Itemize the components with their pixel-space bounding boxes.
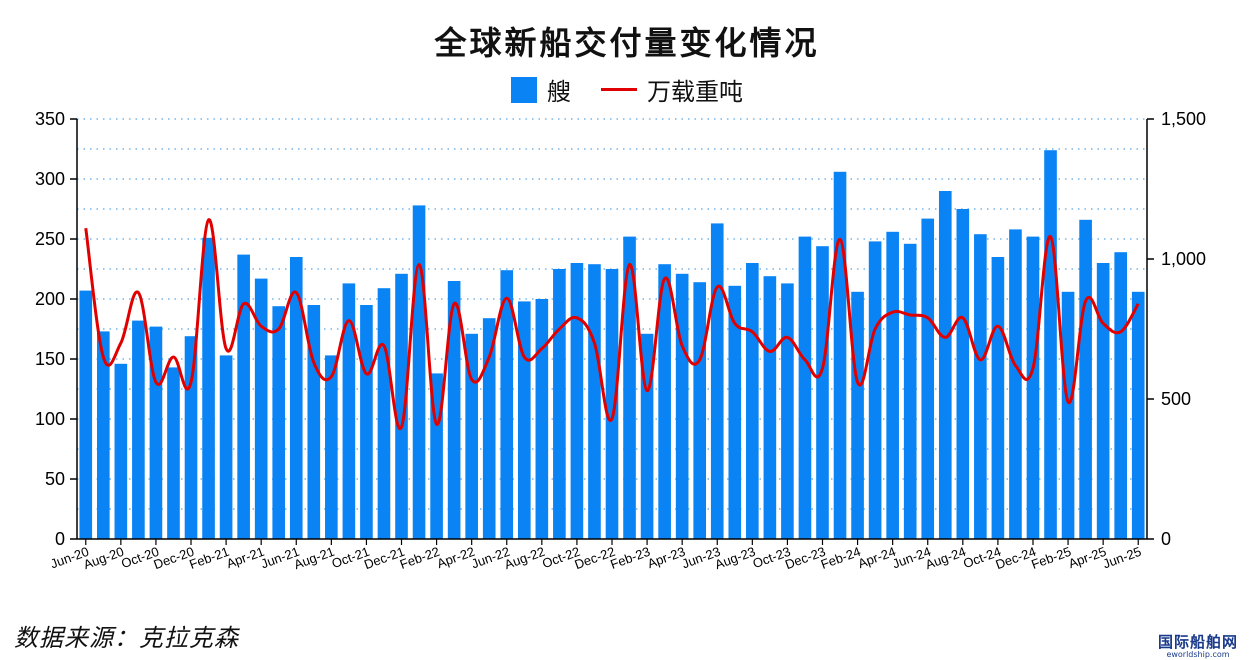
legend-bar-label: 艘 xyxy=(547,78,571,106)
bar xyxy=(360,305,373,539)
y-left-tick-label: 350 xyxy=(35,109,65,129)
bar-series xyxy=(79,150,1145,540)
bar xyxy=(886,231,899,540)
bar xyxy=(868,241,882,539)
bar xyxy=(325,355,338,539)
bar xyxy=(500,270,514,539)
bar xyxy=(553,269,566,539)
chart-plot: 0 50 100 150 200 250 300 350 0 500 1,000 1,500 Jun-2… xyxy=(35,109,1206,572)
y-left-tick-label: 50 xyxy=(45,469,65,489)
bar xyxy=(79,290,93,539)
bar xyxy=(675,273,689,539)
y-right-tick-label: 500 xyxy=(1161,389,1191,409)
y-right-tick-label: 0 xyxy=(1161,529,1171,549)
bar xyxy=(833,171,847,540)
y-left-tick-label: 100 xyxy=(35,409,65,429)
bar xyxy=(956,209,970,539)
legend-bar-swatch xyxy=(511,76,537,103)
watermark-logo: 国际船舶网 eworldship.com xyxy=(1150,634,1246,659)
bar xyxy=(132,320,145,539)
bar xyxy=(693,282,707,539)
y-left-tick-label: 0 xyxy=(55,529,65,549)
bar xyxy=(728,285,742,539)
source-note: 数据来源：克拉克森 xyxy=(14,624,239,652)
watermark-main-text: 国际船舶网 xyxy=(1157,633,1238,651)
legend-line-label: 万载重吨 xyxy=(647,78,743,106)
bar xyxy=(588,264,601,539)
bar xyxy=(149,326,163,539)
bar xyxy=(623,236,636,539)
y-right-tick-label: 1,000 xyxy=(1161,249,1206,269)
bar xyxy=(938,191,952,539)
y-right-tick-label: 1,500 xyxy=(1161,109,1206,129)
bar xyxy=(465,333,478,539)
bar xyxy=(307,305,321,539)
bar xyxy=(921,218,935,539)
chart-title: 全球新船交付量变化情况 xyxy=(434,24,820,62)
bar xyxy=(1096,263,1110,539)
bar xyxy=(816,246,829,539)
bar xyxy=(96,331,110,539)
bar xyxy=(658,264,671,539)
bar xyxy=(1009,229,1022,539)
bar xyxy=(254,278,268,539)
bar xyxy=(167,367,180,539)
legend-item-bar[interactable]: 艘 xyxy=(511,72,571,107)
bar xyxy=(219,355,233,539)
bar xyxy=(184,336,198,539)
bar xyxy=(237,254,250,539)
legend-item-line[interactable]: 万载重吨 xyxy=(601,72,743,107)
bar xyxy=(114,363,128,539)
bar xyxy=(903,243,917,540)
bar xyxy=(570,263,584,539)
bar xyxy=(517,301,531,539)
y-left-tick-label: 300 xyxy=(35,169,65,189)
bar xyxy=(974,234,987,539)
bar xyxy=(289,257,303,539)
bar xyxy=(1061,291,1075,539)
bar xyxy=(377,288,391,539)
bar xyxy=(1026,236,1040,539)
bar xyxy=(991,257,1005,539)
bar xyxy=(272,306,286,539)
bar xyxy=(447,281,461,539)
bar xyxy=(605,269,619,539)
bar xyxy=(746,263,759,539)
legend: 艘 万载重吨 xyxy=(0,72,1254,107)
y-left-tick-label: 250 xyxy=(35,229,65,249)
x-tick-label: Jun-25 xyxy=(1101,544,1143,572)
line-series xyxy=(84,218,1140,431)
bar xyxy=(1079,219,1092,540)
bar xyxy=(1131,291,1145,539)
bar xyxy=(710,223,724,539)
bar xyxy=(202,237,215,540)
bar xyxy=(1114,252,1128,539)
y-left-tick-label: 150 xyxy=(35,349,65,369)
bar xyxy=(342,283,356,539)
watermark-sub-text: eworldship.com xyxy=(1166,650,1230,659)
bar xyxy=(535,299,549,539)
line-path xyxy=(84,218,1140,431)
bar xyxy=(798,236,812,539)
bar xyxy=(1044,150,1057,539)
bar xyxy=(851,291,864,539)
bar xyxy=(395,273,408,539)
bar xyxy=(482,318,496,539)
legend-line-swatch xyxy=(601,88,637,91)
bar xyxy=(412,205,426,539)
bar xyxy=(763,276,777,539)
bar xyxy=(781,283,794,539)
y-left-tick-label: 200 xyxy=(35,289,65,309)
